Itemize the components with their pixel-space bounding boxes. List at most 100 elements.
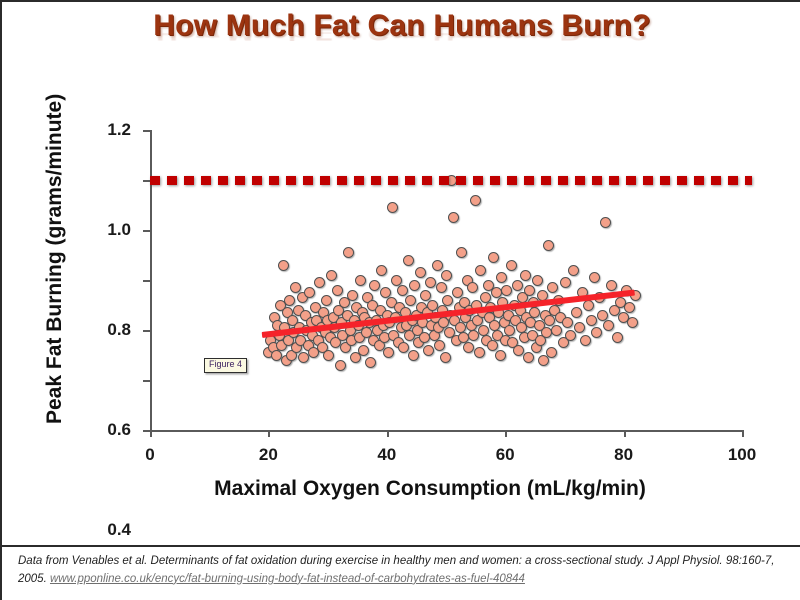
citation-body: Data from Venables et al. Determinants o… bbox=[18, 555, 775, 585]
scatter-point bbox=[519, 269, 531, 281]
scatter-point bbox=[423, 344, 435, 356]
scatter-point bbox=[451, 287, 463, 298]
y-tick-label: 0.4 bbox=[107, 520, 131, 539]
y-tick-mark: 0.0 bbox=[143, 430, 150, 432]
scatter-point bbox=[567, 264, 579, 276]
y-tick-mark: 0.8 bbox=[107, 230, 150, 339]
page-title-reflection: How Much Fat Can Humans Burn? bbox=[156, 22, 648, 44]
scatter-point bbox=[308, 347, 320, 358]
scatter-point bbox=[415, 267, 427, 278]
y-tick-mark: 0.4 bbox=[107, 330, 150, 539]
scatter-point bbox=[522, 352, 534, 363]
scatter-point bbox=[455, 247, 467, 258]
scatter-point bbox=[529, 307, 541, 318]
footer-divider bbox=[2, 545, 800, 547]
scatter-point bbox=[509, 314, 521, 326]
scatter-point bbox=[320, 294, 332, 306]
y-tick-mark: 0.6 bbox=[107, 280, 150, 439]
scatter-point bbox=[475, 264, 487, 276]
scatter-point bbox=[338, 297, 350, 308]
scatter-point bbox=[626, 317, 638, 328]
scatter-point bbox=[304, 287, 316, 298]
scatter-point bbox=[505, 259, 517, 271]
scatter-point bbox=[334, 359, 346, 371]
scatter-point bbox=[369, 279, 381, 291]
x-tick-label: 20 bbox=[258, 445, 278, 464]
scatter-point bbox=[468, 329, 480, 341]
scatter-point bbox=[487, 252, 499, 263]
x-axis-line bbox=[150, 430, 743, 432]
x-tick-mark bbox=[386, 430, 389, 437]
scatter-point bbox=[564, 329, 576, 341]
scatter-point bbox=[547, 282, 559, 293]
x-tick-label: 60 bbox=[495, 445, 515, 464]
x-tick-mark bbox=[505, 430, 508, 437]
scatter-point bbox=[573, 322, 585, 333]
scatter-point bbox=[591, 327, 603, 338]
threshold-line bbox=[150, 175, 752, 185]
plot-area: 0.0 0.2 0.4 0.6 0.8 1.0 1.2 0 20 40 60 80 100 bbox=[107, 120, 756, 539]
x-tick-mark bbox=[150, 430, 152, 437]
scatter-point bbox=[544, 314, 556, 326]
chart-figure: Peak Fat Burning (grams/minute) Maximal … bbox=[20, 93, 784, 539]
y-tick-label: 0.6 bbox=[107, 420, 131, 439]
scatter-point bbox=[523, 284, 535, 296]
scatter-point bbox=[542, 239, 554, 251]
scatter-point bbox=[313, 277, 325, 288]
scatter-point bbox=[316, 342, 328, 353]
scatter-point bbox=[299, 309, 311, 321]
scatter-point bbox=[387, 202, 399, 213]
scatter-point bbox=[603, 319, 615, 331]
scatter-point bbox=[490, 287, 502, 298]
figure-callout[interactable]: Figure 4 bbox=[204, 358, 248, 373]
scatter-point bbox=[346, 289, 358, 301]
scatter-point bbox=[479, 292, 491, 303]
x-axis-title: Maximal Oxygen Consumption (mL/kg/min) bbox=[214, 477, 646, 500]
scatter-point bbox=[380, 287, 392, 298]
scatter-point bbox=[323, 349, 335, 361]
scatter-point bbox=[579, 334, 591, 346]
scatter-point bbox=[478, 324, 490, 336]
scatter-point bbox=[550, 324, 562, 336]
scatter-point bbox=[433, 339, 445, 351]
scatter-point bbox=[290, 282, 302, 293]
scatter-point bbox=[562, 317, 574, 328]
scatter-point bbox=[404, 294, 416, 306]
y-tick-label: 1.2 bbox=[107, 120, 131, 139]
scatter-point bbox=[457, 332, 469, 343]
scatter-point bbox=[438, 317, 450, 328]
scatter-point bbox=[560, 277, 572, 288]
scatter-point bbox=[512, 344, 524, 356]
scatter-point bbox=[424, 277, 436, 288]
scatter-point bbox=[470, 194, 482, 206]
scatter-point bbox=[532, 274, 544, 286]
scatter-point bbox=[274, 299, 286, 311]
scatter-point bbox=[349, 352, 361, 363]
scatter-point bbox=[332, 284, 344, 296]
x-tick-mark bbox=[742, 430, 744, 437]
scatter-point bbox=[277, 259, 289, 271]
y-tick-label: 0.8 bbox=[107, 320, 131, 339]
y-tick-mark: 0.2 bbox=[143, 380, 150, 382]
scatter-point bbox=[482, 279, 494, 291]
scatter-point bbox=[545, 347, 557, 358]
scatter-point bbox=[442, 294, 454, 306]
scatter-point bbox=[467, 282, 479, 293]
scatter-point bbox=[585, 314, 597, 326]
scatter-point bbox=[284, 294, 296, 306]
scatter-point bbox=[504, 324, 516, 336]
scatter-point bbox=[396, 284, 408, 296]
x-tick-label: 100 bbox=[727, 445, 757, 464]
scatter-point bbox=[270, 349, 282, 361]
citation-text: Data from Venables et al. Determinants o… bbox=[18, 553, 790, 589]
scatter-point bbox=[557, 337, 569, 348]
scatter-point bbox=[496, 272, 508, 283]
scatter-point bbox=[420, 289, 432, 301]
y-axis-title: Peak Fat Burning (grams/minute) bbox=[43, 93, 66, 424]
y-tick-label: 1.0 bbox=[107, 220, 131, 239]
x-tick-label: 0 bbox=[145, 445, 155, 464]
citation-link[interactable]: www.pponline.co.uk/encyc/fat-burning-usi… bbox=[49, 572, 525, 585]
scatter-point bbox=[612, 332, 624, 343]
scatter-point bbox=[355, 274, 367, 286]
